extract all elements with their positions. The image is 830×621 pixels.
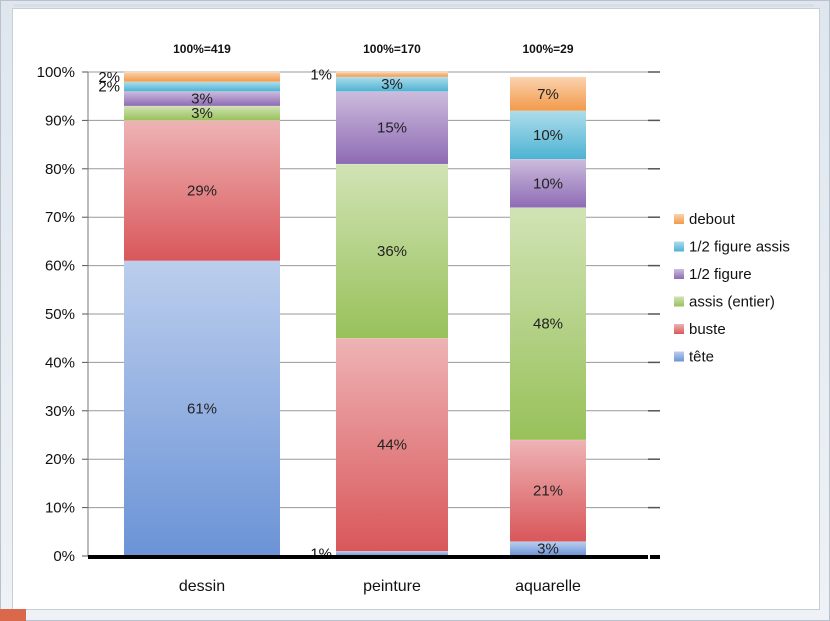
- bar-segment: [124, 260, 280, 556]
- y-tick-label: 40%: [45, 354, 75, 371]
- legend-swatch: [674, 214, 684, 224]
- bar-segment: [510, 207, 586, 440]
- data-label: 3%: [191, 105, 213, 122]
- data-label: 3%: [191, 91, 213, 108]
- x-tick-label: dessin: [179, 578, 225, 595]
- data-label: 3%: [381, 76, 403, 93]
- legend-label: buste: [689, 321, 726, 338]
- bar-segment: [336, 91, 448, 164]
- bar-segment: [336, 72, 448, 77]
- legend-label: tête: [689, 349, 714, 366]
- y-tick-label: 80%: [45, 161, 75, 178]
- bar-segment: [336, 338, 448, 552]
- segment-labels: 61%29%3%3%2%2%100%=419dessin1%44%36%15%3…: [98, 42, 581, 595]
- bar-segment: [510, 541, 586, 556]
- bar-segment: [336, 163, 448, 339]
- bar-segment: [124, 81, 280, 92]
- data-label: 2%: [98, 79, 120, 96]
- data-label: 44%: [377, 437, 407, 454]
- legend-swatch: [674, 351, 684, 362]
- total-label: 100%=29: [522, 42, 573, 56]
- data-label: 10%: [533, 127, 563, 144]
- data-label: 2%: [98, 69, 120, 86]
- y-tick-label: 30%: [45, 403, 75, 420]
- total-label: 100%=419: [173, 42, 231, 56]
- legend-swatch: [674, 324, 684, 334]
- bar-segment: [510, 110, 586, 160]
- y-tick-label: 100%: [37, 64, 75, 81]
- legend-label: 1/2 figure: [689, 266, 752, 283]
- y-tick-label: 50%: [45, 306, 75, 323]
- y-tick-label: 20%: [45, 451, 75, 468]
- y-axis-ticks: 0% 10% 20% 30% 40% 50% 60% 70% 80% 90% 100%: [37, 64, 88, 565]
- total-label: 100%=170: [363, 42, 421, 56]
- top-strip: [14, 4, 814, 7]
- data-label: 48%: [533, 316, 563, 333]
- bar-segment: [510, 439, 586, 542]
- y-tick-label: 0%: [53, 548, 75, 565]
- bars: [124, 71, 586, 556]
- legend-swatch: [674, 241, 684, 252]
- data-label: 21%: [533, 483, 563, 500]
- bar-segment: [124, 120, 280, 261]
- legend-swatch: [674, 296, 684, 307]
- bar-segment: [336, 551, 448, 556]
- legend-label: debout: [689, 211, 736, 228]
- y-tick-label: 60%: [45, 258, 75, 275]
- x-tick-label: peinture: [363, 578, 421, 595]
- data-label: 1%: [310, 546, 332, 563]
- data-label: 61%: [187, 400, 217, 417]
- bar-segment: [510, 159, 586, 208]
- y-tick-label: 10%: [45, 500, 75, 517]
- y-tick-label: 90%: [45, 112, 75, 129]
- legend-label: 1/2 figure assis: [689, 239, 790, 256]
- y-tick-label: 70%: [45, 209, 75, 226]
- corner-accent: [0, 609, 26, 621]
- data-label: 15%: [377, 120, 407, 137]
- bar-segment: [124, 105, 280, 121]
- legend: debout 1/2 figure assis 1/2 figure assis (e…: [674, 211, 790, 366]
- bar-segment: [124, 91, 280, 106]
- legend-swatch: [674, 269, 684, 279]
- bar-segment: [336, 76, 448, 92]
- bar-segment: [510, 76, 586, 111]
- data-label: 10%: [533, 175, 563, 192]
- x-tick-label: aquarelle: [515, 578, 581, 595]
- data-label: 7%: [537, 86, 559, 103]
- data-label: 3%: [537, 541, 559, 558]
- bar-segment: [124, 72, 280, 82]
- data-label: 1%: [310, 66, 332, 83]
- legend-label: assis (entier): [689, 294, 775, 311]
- axes: [87, 72, 660, 559]
- data-label: 29%: [187, 183, 217, 200]
- data-label: 36%: [377, 243, 407, 260]
